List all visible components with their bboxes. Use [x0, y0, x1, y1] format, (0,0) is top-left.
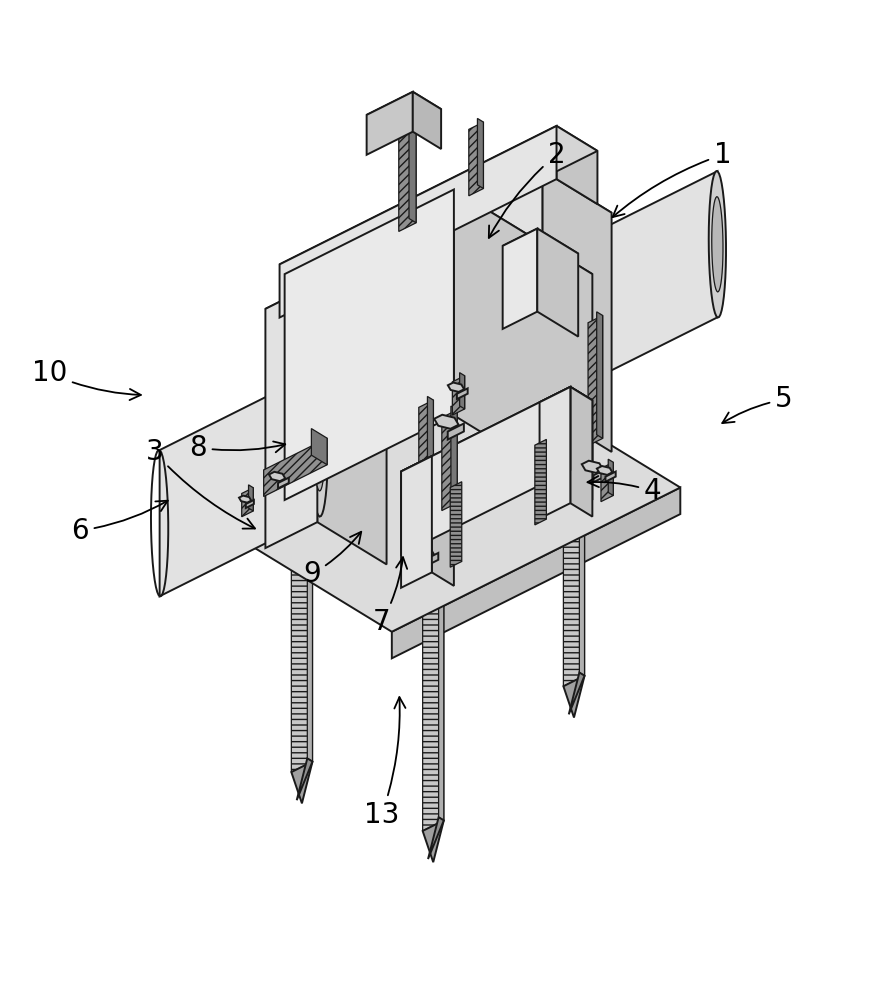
Polygon shape	[490, 170, 611, 239]
Polygon shape	[538, 229, 578, 337]
Text: 9: 9	[303, 532, 361, 588]
Polygon shape	[280, 126, 557, 318]
Polygon shape	[269, 472, 285, 481]
Polygon shape	[291, 519, 312, 772]
Text: 6: 6	[71, 501, 168, 545]
Polygon shape	[367, 92, 413, 155]
Polygon shape	[412, 545, 434, 557]
Polygon shape	[453, 376, 465, 415]
Polygon shape	[409, 119, 416, 223]
Polygon shape	[196, 368, 681, 632]
Text: 3: 3	[146, 438, 255, 529]
Text: 10: 10	[32, 359, 141, 400]
Polygon shape	[594, 468, 608, 482]
Polygon shape	[291, 762, 312, 803]
Polygon shape	[451, 406, 457, 503]
Polygon shape	[367, 92, 441, 132]
Polygon shape	[455, 506, 475, 526]
Polygon shape	[557, 126, 597, 204]
Polygon shape	[285, 189, 592, 359]
Polygon shape	[588, 315, 602, 446]
Polygon shape	[570, 387, 592, 517]
Polygon shape	[196, 368, 485, 539]
Polygon shape	[401, 456, 431, 588]
Text: 5: 5	[723, 385, 793, 423]
Polygon shape	[423, 518, 444, 831]
Polygon shape	[266, 283, 387, 351]
Polygon shape	[399, 123, 416, 231]
Polygon shape	[450, 482, 462, 567]
Polygon shape	[457, 388, 467, 399]
Polygon shape	[503, 229, 538, 329]
Polygon shape	[580, 520, 585, 676]
Polygon shape	[709, 171, 726, 318]
Polygon shape	[539, 387, 570, 519]
Polygon shape	[438, 515, 444, 820]
Polygon shape	[428, 817, 444, 859]
Polygon shape	[307, 516, 312, 762]
Polygon shape	[558, 171, 717, 397]
Polygon shape	[605, 472, 616, 482]
Polygon shape	[570, 387, 592, 483]
Polygon shape	[401, 387, 592, 485]
Polygon shape	[442, 410, 457, 511]
Polygon shape	[310, 370, 328, 517]
Polygon shape	[460, 373, 465, 409]
Polygon shape	[503, 229, 578, 271]
Polygon shape	[401, 456, 454, 485]
Polygon shape	[581, 461, 603, 473]
Polygon shape	[438, 495, 469, 512]
Text: 13: 13	[364, 697, 405, 829]
Polygon shape	[280, 126, 597, 289]
Polygon shape	[563, 523, 585, 686]
Polygon shape	[490, 170, 542, 436]
Polygon shape	[427, 396, 433, 523]
Polygon shape	[419, 400, 433, 530]
Polygon shape	[413, 92, 441, 149]
Polygon shape	[539, 387, 592, 416]
Polygon shape	[160, 370, 319, 596]
Polygon shape	[242, 488, 253, 517]
Text: 8: 8	[189, 434, 285, 462]
Polygon shape	[248, 485, 253, 511]
Polygon shape	[477, 118, 483, 189]
Polygon shape	[317, 283, 387, 564]
Polygon shape	[246, 500, 253, 508]
Polygon shape	[423, 820, 444, 862]
Polygon shape	[597, 466, 612, 475]
Polygon shape	[264, 438, 327, 497]
Polygon shape	[266, 283, 317, 548]
Polygon shape	[601, 462, 613, 502]
Polygon shape	[596, 312, 602, 438]
Text: 2: 2	[488, 141, 566, 238]
Polygon shape	[535, 439, 546, 525]
Polygon shape	[239, 496, 251, 503]
Polygon shape	[469, 122, 483, 196]
Text: 4: 4	[588, 476, 661, 505]
Polygon shape	[392, 487, 681, 658]
Polygon shape	[712, 197, 723, 292]
Polygon shape	[563, 676, 585, 718]
Polygon shape	[431, 456, 454, 586]
Polygon shape	[434, 415, 459, 429]
Polygon shape	[311, 429, 327, 465]
Polygon shape	[401, 387, 570, 555]
Polygon shape	[448, 423, 464, 440]
Polygon shape	[314, 396, 324, 491]
Text: 1: 1	[613, 141, 731, 217]
Polygon shape	[285, 189, 454, 500]
Polygon shape	[448, 383, 464, 392]
Polygon shape	[454, 189, 592, 500]
Polygon shape	[278, 478, 289, 488]
Text: 7: 7	[373, 557, 407, 636]
Polygon shape	[542, 170, 611, 452]
Polygon shape	[609, 459, 613, 495]
Polygon shape	[296, 758, 312, 800]
Polygon shape	[424, 553, 438, 567]
Polygon shape	[569, 673, 585, 714]
